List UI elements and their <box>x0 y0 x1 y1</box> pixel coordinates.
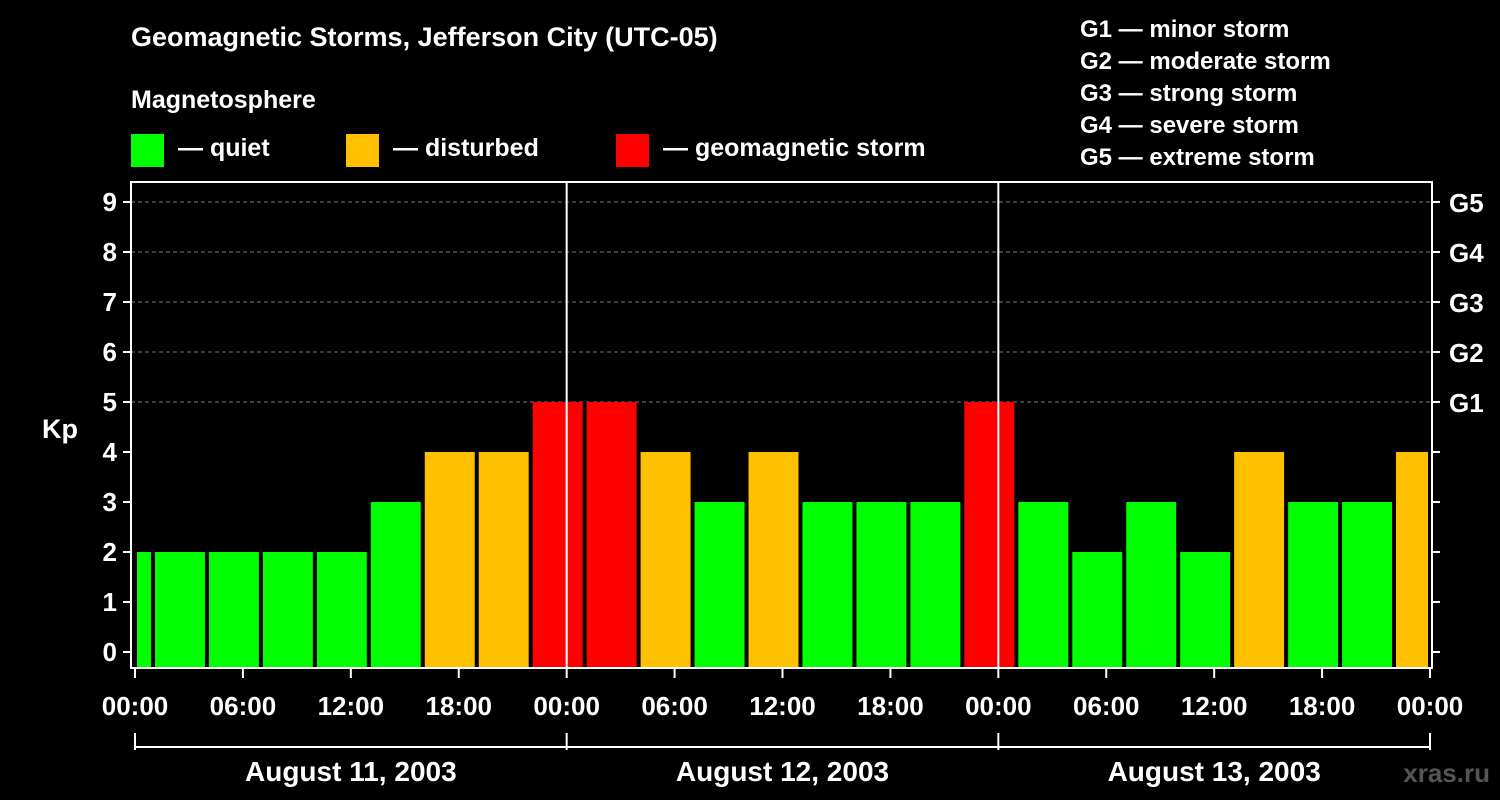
y-axis-label: Kp <box>42 414 78 444</box>
storm-scale-g1: G1 — minor storm <box>1080 16 1290 43</box>
kp-bar-5 <box>370 502 421 668</box>
legend-label-storm: — geomagnetic storm <box>663 134 926 162</box>
kp-bar-12 <box>748 452 799 668</box>
watermark: xras.ru <box>1403 758 1490 788</box>
kp-bar-20 <box>1180 552 1231 668</box>
y-tick-label-3: 3 <box>103 487 117 517</box>
x-tick-label-2: 12:00 <box>318 691 385 721</box>
legend-swatch-quiet <box>131 134 164 167</box>
kp-bar-7 <box>478 452 529 668</box>
x-tick-label-3: 18:00 <box>426 691 493 721</box>
storm-scale-g5: G5 — extreme storm <box>1080 144 1315 171</box>
date-label-1: August 12, 2003 <box>676 756 889 787</box>
kp-bar-16 <box>964 402 1015 668</box>
kp-bar-14 <box>856 502 907 668</box>
y-tick-label-1: 1 <box>103 587 117 617</box>
x-tick-label-5: 06:00 <box>641 691 708 721</box>
kp-bar-19 <box>1126 502 1177 668</box>
date-label-0: August 11, 2003 <box>245 756 457 787</box>
legend-swatch-storm <box>616 134 649 167</box>
kp-bar-11 <box>694 502 745 668</box>
y-tick-label-8: 8 <box>103 237 117 267</box>
date-label-2: August 13, 2003 <box>1108 756 1321 787</box>
y-tick-label-9: 9 <box>103 187 117 217</box>
kp-bar-22 <box>1288 502 1339 668</box>
right-label-g5: G5 <box>1449 188 1484 218</box>
x-tick-label-8: 00:00 <box>965 691 1032 721</box>
kp-bar-15 <box>910 502 961 668</box>
chart-subtitle: Magnetosphere <box>131 86 316 114</box>
x-tick-label-1: 06:00 <box>210 691 277 721</box>
y-tick-label-6: 6 <box>103 337 117 367</box>
x-tick-label-9: 06:00 <box>1073 691 1140 721</box>
kp-bar-23 <box>1342 502 1393 668</box>
y-tick-label-4: 4 <box>103 437 118 467</box>
kp-bar-6 <box>424 452 475 668</box>
kp-bar-21 <box>1234 452 1285 668</box>
legend-label-disturbed: — disturbed <box>393 134 539 162</box>
kp-bar-13 <box>802 502 853 668</box>
y-tick-label-2: 2 <box>103 537 117 567</box>
right-label-g1: G1 <box>1449 388 1484 418</box>
right-label-g3: G3 <box>1449 288 1484 318</box>
right-label-g2: G2 <box>1449 338 1484 368</box>
right-label-g4: G4 <box>1449 238 1484 268</box>
x-tick-label-7: 18:00 <box>857 691 924 721</box>
kp-bar-24 <box>1396 452 1428 668</box>
kp-bar-2 <box>208 552 259 668</box>
kp-bar-3 <box>262 552 313 668</box>
legend-label-quiet: — quiet <box>178 134 270 162</box>
kp-bar-9 <box>586 402 637 668</box>
storm-scale-g4: G4 — severe storm <box>1080 112 1299 139</box>
y-tick-label-7: 7 <box>103 287 117 317</box>
kp-bar-10 <box>640 452 691 668</box>
x-tick-label-10: 12:00 <box>1181 691 1248 721</box>
kp-bar-0 <box>137 552 151 668</box>
legend-swatch-disturbed <box>346 134 379 167</box>
kp-bar-17 <box>1018 502 1069 668</box>
kp-bar-8 <box>532 402 583 668</box>
x-tick-label-6: 12:00 <box>749 691 816 721</box>
storm-scale-legend: G1 — minor storm G2 — moderate storm G3 … <box>1080 14 1331 174</box>
kp-bar-4 <box>316 552 367 668</box>
y-tick-label-5: 5 <box>103 387 117 417</box>
chart-title: Geomagnetic Storms, Jefferson City (UTC-… <box>131 22 718 52</box>
x-tick-label-11: 18:00 <box>1289 691 1356 721</box>
x-tick-label-0: 00:00 <box>102 691 169 721</box>
kp-bar-1 <box>154 552 205 668</box>
y-tick-label-0: 0 <box>103 637 117 667</box>
kp-bar-18 <box>1072 552 1123 668</box>
storm-scale-g3: G3 — strong storm <box>1080 80 1298 107</box>
storm-scale-g2: G2 — moderate storm <box>1080 48 1331 75</box>
x-tick-label-4: 00:00 <box>533 691 600 721</box>
x-tick-label-12: 00:00 <box>1397 691 1464 721</box>
